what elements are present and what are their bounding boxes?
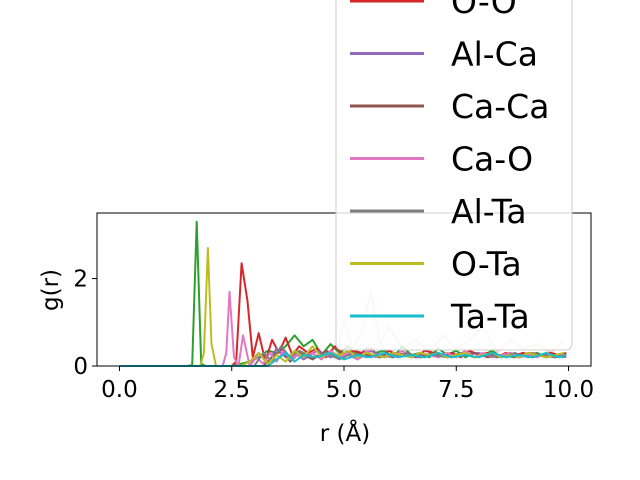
series-lines [119,220,567,367]
y-tick-label: 2 [73,267,88,293]
x-axis-label: r (Å) [320,419,370,447]
legend-label: O-Ta [451,245,522,284]
x-tick-label: 5.0 [326,377,363,403]
legend-label: Al-Ca [451,35,538,74]
legend-label: Ta-Ta [450,297,530,336]
legend: O-O Al-Ca Ca-Ca Ca-O Al-Ta O-Ta Ta-Ta [335,0,573,351]
series-line-ta-ta [119,351,567,367]
legend-label: Al-Ta [451,192,527,231]
y-tick-label: 0 [73,354,88,380]
y-axis: 02 [73,267,97,380]
legend-label: O-O [451,0,517,21]
x-tick-label: 0.0 [101,377,138,403]
x-axis: 0.0 2.5 5.0 7.5 10.0 [101,366,594,403]
x-tick-label: 2.5 [213,377,250,403]
y-axis-label: g(r) [38,269,64,311]
legend-label: Ca-O [451,140,533,179]
x-tick-label: 7.5 [438,377,475,403]
x-tick-label: 10.0 [543,377,594,403]
legend-label: Ca-Ca [451,87,549,126]
